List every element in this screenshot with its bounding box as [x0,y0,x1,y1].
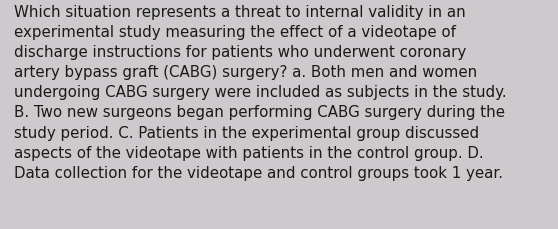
Text: Which situation represents a threat to internal validity in an
experimental stud: Which situation represents a threat to i… [14,5,507,180]
